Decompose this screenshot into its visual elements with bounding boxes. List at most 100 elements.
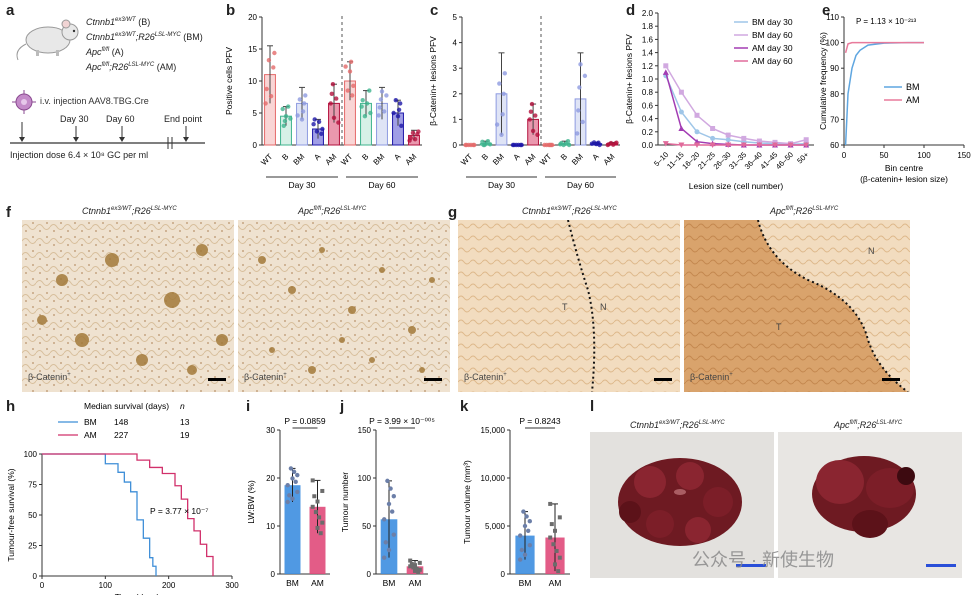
b-data-point (359, 104, 364, 109)
d-legend-label: BM day 60 (752, 30, 793, 40)
c-xtick-label: AM (523, 152, 538, 167)
b-data-point (360, 98, 365, 103)
h-ytick-label: 25 (28, 542, 37, 551)
h-ytick-label: 100 (24, 450, 38, 459)
c-xtick-label: BM (491, 152, 506, 167)
b-data-point (299, 117, 305, 122)
g-image-left (458, 220, 680, 392)
g-region-t-right: T (776, 322, 782, 332)
e-ytick-label: 100 (826, 39, 840, 48)
j-ytick-label: 150 (358, 426, 372, 435)
c-data-point (497, 81, 502, 86)
j-data-point (409, 562, 414, 567)
g-tumour-region-right (684, 220, 908, 392)
injection-label: i.v. injection AAV8.TBG.Cre (40, 96, 149, 106)
panel-l: Ctnnb1ex3/WT;R26LSL-MYC Apcfl/fl;R26LSL-… (590, 408, 974, 578)
k-ytick-label: 10,000 (481, 474, 506, 483)
c-data-point (580, 119, 585, 125)
h-pvalue: P = 3.77 × 10⁻⁷ (150, 506, 208, 516)
b-data-point (311, 122, 316, 127)
f-micrographs (22, 220, 450, 392)
d-ytick-label: 2.0 (642, 9, 654, 18)
i-ylabel: LW:BW (%) (246, 480, 256, 524)
b-ytick-label: 15 (248, 45, 257, 54)
g-region-n-left: N (600, 302, 607, 312)
c-xtick-label: AM (602, 152, 617, 167)
i-data-point (320, 488, 325, 493)
d-ytick-label: 0.2 (642, 128, 654, 137)
h-xtick-label: 200 (162, 581, 176, 590)
d-point (741, 135, 747, 141)
d-point (756, 138, 762, 144)
i-xtick-label: AM (311, 578, 324, 588)
b-xtick-label: A (312, 152, 323, 163)
c-data-point (487, 142, 493, 147)
j-data-point (383, 540, 388, 545)
chart-d: 0.0 0.2 0.4 0.6 0.8 1.0 1.2 1.4 1.6 1.8 2.0 β-Caten… (624, 9, 814, 191)
d-point (710, 126, 716, 131)
d-point (662, 141, 669, 147)
d-ytick-label: 0.6 (642, 101, 654, 110)
d-point (678, 125, 685, 131)
j-data-point (413, 563, 417, 568)
g-scalebar-left (654, 378, 672, 381)
e-ytick-label: 70 (830, 115, 839, 124)
j-ytick-label: 100 (358, 474, 372, 483)
h-survival-curve (42, 453, 214, 576)
j-data-point (391, 494, 396, 499)
h-legend-median: 148 (114, 417, 128, 427)
c-data-point (528, 109, 534, 114)
b-ylabel: Positive cells PFV (224, 47, 234, 115)
f-image-right (238, 220, 450, 392)
d-ytick-label: 1.8 (642, 22, 654, 31)
b-data-point (351, 83, 356, 89)
i-pvalue: P = 0.0859 (284, 416, 325, 426)
g-region-t-left: T (562, 302, 568, 312)
liver-bm-icon (618, 458, 742, 546)
d-point (803, 142, 810, 148)
k-xtick-label: AM (549, 578, 562, 588)
l-scalebar-left (736, 564, 766, 567)
panel-label-k: k (460, 398, 469, 415)
d-legend-label: AM day 60 (752, 56, 793, 66)
d-ytick-label: 0.8 (642, 88, 654, 97)
b-data-point (328, 101, 333, 106)
h-legend-header-n: n (180, 401, 185, 411)
b-data-point (368, 110, 373, 116)
j-ytick-label: 50 (362, 522, 371, 531)
b-data-point (412, 137, 418, 142)
h-legend-header-median: Median survival (days) (84, 401, 169, 411)
j-data-point (382, 517, 387, 522)
f-stained-foci (37, 244, 435, 375)
b-data-point (263, 101, 268, 106)
b-xtick-label: B (280, 152, 290, 162)
k-pvalue: P = 0.8243 (519, 416, 560, 426)
c-xtick-label: WT (459, 152, 474, 167)
g-caption-left: β-Catenin+ (464, 372, 507, 382)
d-point (662, 69, 669, 75)
b-data-point (302, 101, 307, 106)
b-data-point (378, 97, 384, 102)
i-data-point (290, 496, 295, 501)
i-ytick-label: 30 (266, 426, 275, 435)
d-point (694, 129, 700, 135)
i-ytick-label: 20 (266, 474, 275, 483)
i-data-point (287, 493, 292, 498)
panel-g: Ctnnb1ex3/WT;R26LSL-MYC Apcfl/fl;R26LSL-… (458, 206, 910, 392)
b-data-point (377, 105, 382, 110)
c-data-point (530, 128, 536, 134)
b-group-label: Day 60 (369, 180, 396, 190)
c-data-point (533, 113, 538, 118)
f-title-left: Ctnnb1ex3/WT;R26LSL-MYC (82, 206, 177, 216)
i-data-point (310, 478, 315, 483)
b-xtick-label: WT (339, 152, 354, 167)
d-ytick-label: 0.4 (642, 115, 654, 124)
b-data-point (331, 115, 337, 121)
i-ytick-label: 10 (266, 522, 275, 531)
k-ytick-label: 15,000 (481, 426, 506, 435)
c-data-point (511, 142, 517, 148)
c-data-point (577, 85, 582, 90)
timepoint-day60: Day 60 (106, 114, 135, 124)
c-data-point (529, 101, 535, 107)
c-ytick-label: 3 (453, 64, 458, 73)
